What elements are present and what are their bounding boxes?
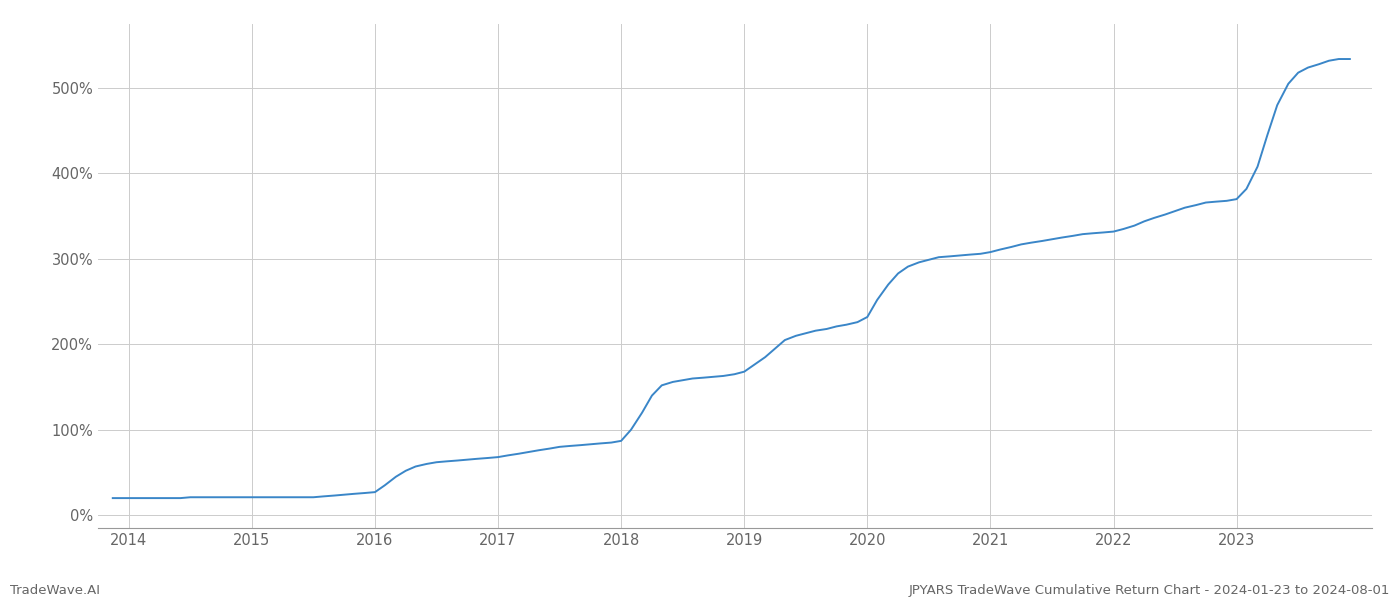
Text: JPYARS TradeWave Cumulative Return Chart - 2024-01-23 to 2024-08-01: JPYARS TradeWave Cumulative Return Chart… (909, 584, 1390, 597)
Text: TradeWave.AI: TradeWave.AI (10, 584, 99, 597)
